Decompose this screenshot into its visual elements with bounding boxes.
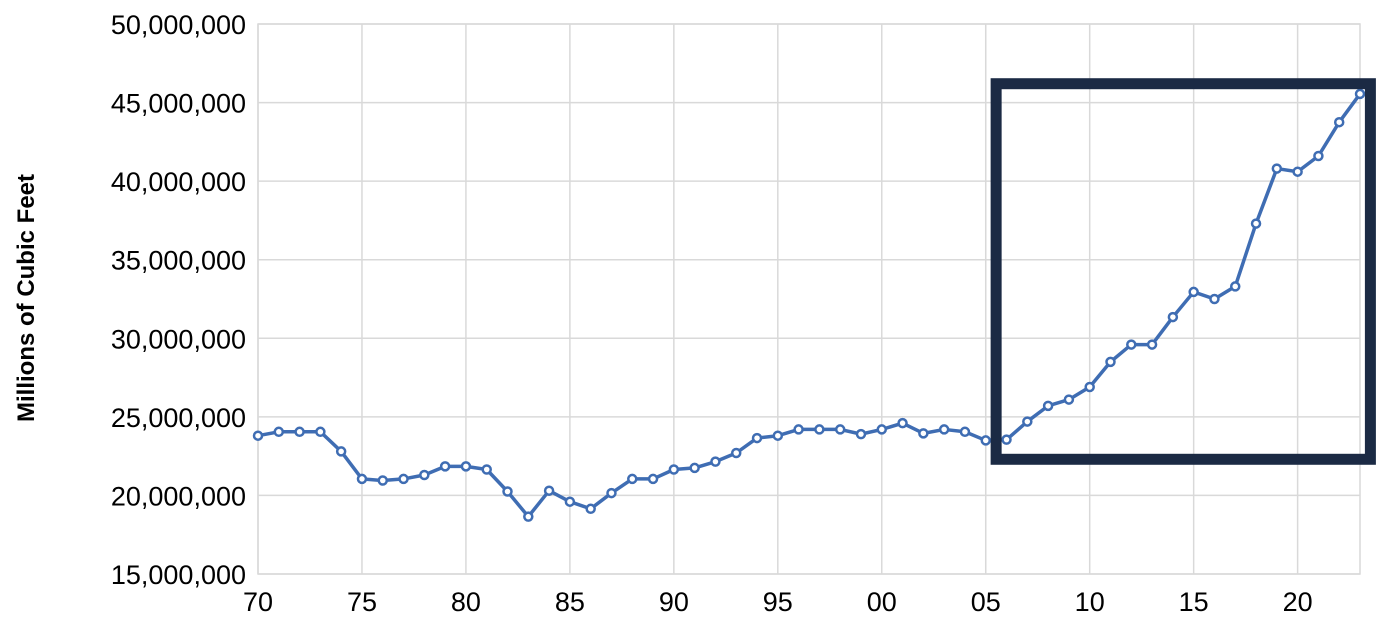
data-point (523, 511, 534, 522)
data-point (294, 426, 305, 438)
data-point (1271, 163, 1283, 174)
y-axis-tick-labels: 50,000,000 45,000,000 40,000,000 35,000,000… (111, 10, 246, 590)
data-point (585, 503, 596, 515)
x-tick-label: 95 (763, 587, 793, 617)
data-point (564, 496, 576, 507)
data-point (1146, 339, 1158, 350)
x-tick-label: 05 (971, 587, 1001, 617)
y-tick-label: 40,000,000 (111, 167, 246, 197)
data-point (1209, 293, 1220, 305)
data-point (876, 424, 888, 435)
data-point (1354, 88, 1366, 100)
data-point (419, 469, 430, 481)
data-point (980, 435, 991, 446)
data-point (1063, 394, 1075, 405)
data-point (502, 486, 513, 497)
highlight-rectangle (990, 78, 1376, 465)
x-tick-label: 70 (243, 587, 273, 617)
data-point (1105, 356, 1116, 368)
y-tick-label: 25,000,000 (111, 403, 246, 433)
data-point (647, 473, 659, 485)
data-point (1229, 281, 1241, 292)
data-point (668, 464, 680, 475)
data-point (439, 461, 451, 472)
data-point (814, 424, 825, 435)
data-point (1292, 166, 1303, 177)
data-point (1084, 381, 1095, 393)
data-point (959, 426, 971, 438)
data-point (252, 430, 264, 441)
x-tick-label: 75 (347, 587, 377, 617)
x-tick-label: 20 (1283, 587, 1313, 617)
y-tick-label: 50,000,000 (111, 10, 246, 40)
data-point (398, 473, 409, 485)
data-point (1001, 434, 1012, 445)
data-point (1126, 339, 1137, 350)
data-point (855, 428, 867, 440)
x-tick-label: 00 (867, 587, 897, 617)
gridlines (257, 23, 1361, 575)
data-point (335, 446, 347, 457)
data-point (1167, 311, 1179, 323)
y-axis-title: Millions of Cubic Feet (13, 174, 40, 422)
y-tick-label: 45,000,000 (111, 89, 246, 119)
data-point (460, 461, 472, 472)
data-point (1250, 218, 1262, 229)
data-point (481, 464, 492, 475)
data-point (273, 426, 285, 438)
x-tick-label: 85 (555, 587, 585, 617)
data-point (1188, 286, 1199, 298)
x-axis-tick-labels: 70 75 80 85 90 95 00 05 10 15 20 (243, 587, 1313, 617)
data-point (1022, 416, 1033, 427)
data-point (689, 462, 700, 474)
data-point (834, 424, 846, 435)
y-tick-label: 30,000,000 (111, 324, 246, 354)
data-point (751, 432, 763, 444)
data-point (315, 426, 326, 438)
x-tick-label: 15 (1179, 587, 1209, 617)
series-line (257, 92, 1362, 519)
data-point (1042, 400, 1054, 412)
y-tick-label: 15,000,000 (111, 560, 246, 590)
highlight-box (990, 78, 1376, 465)
data-point (710, 456, 721, 467)
y-tick-label: 35,000,000 (111, 246, 246, 276)
data-point (377, 475, 389, 486)
data-point (606, 487, 617, 499)
y-tick-label: 20,000,000 (111, 481, 246, 511)
x-tick-label: 10 (1075, 587, 1105, 617)
data-point (1333, 116, 1345, 128)
data-point (793, 424, 804, 435)
x-tick-label: 90 (659, 587, 689, 617)
data-point (938, 424, 950, 435)
data-point (897, 417, 908, 429)
data-point (730, 447, 742, 459)
plot-area-border (257, 23, 1361, 575)
x-tick-label: 80 (451, 587, 481, 617)
data-point (627, 473, 638, 485)
data-series (252, 88, 1366, 522)
data-point (772, 430, 784, 441)
data-point (1313, 150, 1324, 162)
data-point (356, 473, 368, 485)
data-point (543, 485, 555, 496)
data-point (918, 428, 929, 439)
